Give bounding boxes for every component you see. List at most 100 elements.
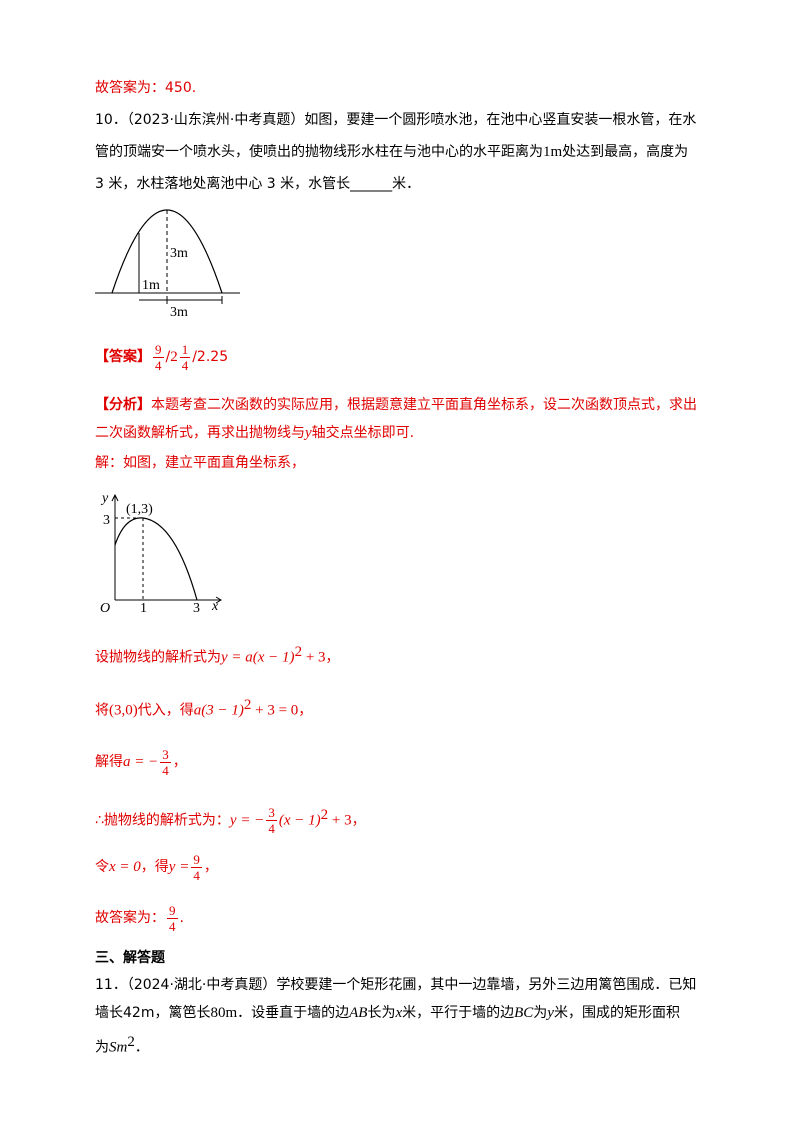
- text: 2: [294, 644, 303, 660]
- text: y = −: [229, 812, 265, 829]
- text: 4: [268, 821, 275, 837]
- analysis: 二次函数解析式，再求出抛物线与y轴交点坐标即可.: [95, 423, 414, 443]
- text: Sm: [109, 1039, 128, 1056]
- text: a = −: [123, 754, 159, 770]
- text: y =: [168, 859, 190, 875]
- text: 米，平行于墙的边: [402, 1005, 515, 1021]
- q11-line: 为Sm2．: [95, 1032, 149, 1058]
- prev-answer: 故答案为：450.: [95, 80, 197, 96]
- text: 11．（2024·湖北·中考真题）学校要建一个矩形花圃，其中一边靠墙，另外三边用…: [95, 977, 697, 993]
- text: ．: [134, 1039, 149, 1056]
- text: /: [165, 349, 171, 365]
- text: 令: [95, 859, 109, 875]
- text: 4: [162, 762, 169, 778]
- coordinate-graph: y x 3 (1,3) O 1 3: [100, 491, 222, 616]
- text: .: [179, 910, 184, 926]
- text: 2: [243, 697, 252, 713]
- tick-label: 3: [103, 513, 110, 528]
- fountain-figure: 3m 1m 3m: [95, 209, 240, 320]
- arrow: [111, 493, 119, 502]
- text: ，: [203, 859, 218, 875]
- text: 1: [179, 341, 191, 358]
- answer: 【答案】 9 4/2 1 4/2.25: [95, 340, 228, 374]
- step: 故答案为： 9 4.: [95, 901, 184, 935]
- axis-label: y: [100, 491, 109, 506]
- text: + 3: [328, 812, 352, 829]
- parabola: [114, 517, 198, 601]
- text: 长为: [367, 1005, 396, 1021]
- q11-line: 墙长42m，篱笆长80m．设垂直于墙的边AB长为x米，平行于墙的边BC为y米，围…: [95, 1003, 680, 1023]
- text: 解得: [95, 754, 123, 770]
- step: 令x = 0，得y = 9 4，: [95, 850, 218, 884]
- text: (x − 1): [278, 812, 321, 829]
- text: 代入，得: [137, 702, 194, 719]
- q10-line: 10．（2023·山东滨州·中考真题）如图，要建一个圆形喷水池，在池中心竖直安装…: [95, 110, 696, 130]
- text: 3 米，水柱落地处离池中心 3 米，水管长: [95, 176, 351, 192]
- text: 2: [127, 1034, 135, 1050]
- text: ，: [325, 649, 340, 666]
- text: 9: [153, 341, 164, 358]
- origin-label: O: [100, 601, 110, 616]
- text: 管的顶端安一个喷水头，使喷出的抛物线形水柱在与池中心的水平距离为: [95, 144, 543, 160]
- tick-label: 3: [193, 601, 200, 616]
- figure-label: 1m: [142, 278, 160, 293]
- text: 米．: [392, 176, 421, 192]
- text: 2: [320, 807, 329, 823]
- text: ，: [351, 812, 366, 829]
- section-title: 三、解答题: [95, 950, 165, 966]
- text: 本题考查二次函数的实际应用，根据题意建立平面直角坐标系，设二次函数顶点式，求出: [151, 397, 697, 413]
- text: 将: [95, 702, 109, 719]
- q10-line: 管的顶端安一个喷水头，使喷出的抛物线形水柱在与池中心的水平距离为1m处达到最高，…: [95, 142, 688, 162]
- text: 为: [95, 1039, 109, 1056]
- text: 轴交点坐标即可.: [311, 425, 415, 441]
- text: 2: [170, 349, 178, 365]
- axis-label: x: [211, 599, 219, 614]
- step: ∴抛物线的解析式为：y = −3 4 (x − 1)2 + 3，: [95, 798, 366, 838]
- text: 80m: [210, 1005, 238, 1021]
- text: (3,0): [109, 702, 138, 719]
- text: 4: [169, 918, 176, 934]
- text: + 3: [302, 649, 326, 666]
- text: /2.25: [192, 349, 229, 365]
- text: 【答案】: [95, 349, 151, 365]
- text: AB: [349, 1005, 368, 1021]
- text: y: [305, 425, 312, 441]
- vertex-label: (1,3): [126, 502, 153, 517]
- text: 故答案为：: [95, 910, 165, 926]
- text: 3: [160, 746, 171, 763]
- q10-line: 3 米，水柱落地处离池中心 3 米，水管长______米．: [95, 174, 420, 194]
- text: BC: [514, 1005, 534, 1021]
- text: 墙长42m，篱笆长: [95, 1005, 211, 1021]
- text: ______: [350, 176, 393, 192]
- text: x = 0: [109, 859, 141, 875]
- text: 1m: [543, 144, 563, 160]
- text: x: [395, 1005, 403, 1021]
- text: 【分析】: [95, 397, 151, 413]
- text: 4: [181, 357, 189, 373]
- solution-intro: 解：如图，建立平面直角坐标系，: [95, 455, 305, 471]
- text: ．设垂直于墙的边: [237, 1005, 350, 1021]
- figure-label: 3m: [170, 246, 188, 261]
- text: 处达到最高，高度为: [562, 144, 689, 160]
- text: + 3 = 0: [251, 702, 299, 719]
- text: 二次函数解析式，再求出抛物线与: [95, 425, 305, 441]
- text: 4: [193, 867, 200, 883]
- text: 设抛物线的解析式为: [95, 649, 221, 666]
- analysis: 【分析】本题考查二次函数的实际应用，根据题意建立平面直角坐标系，设二次函数顶点式…: [95, 395, 697, 415]
- arrow: [215, 596, 222, 604]
- text: ，: [172, 754, 187, 770]
- step: 将(3,0)代入，得a(3 − 1)2 + 3 = 0，: [95, 695, 312, 721]
- step: 设抛物线的解析式为y = a(x − 1)2 + 3，: [95, 642, 340, 668]
- text: 10．（2023·山东滨州·中考真题）如图，要建一个圆形喷水池，在池中心竖直安装…: [95, 112, 697, 128]
- text: 9: [191, 851, 202, 868]
- text: 为: [533, 1005, 548, 1021]
- text: 米，围成的矩形面积: [553, 1005, 680, 1021]
- text: 4: [155, 357, 162, 373]
- text: y = a(x − 1): [221, 649, 295, 666]
